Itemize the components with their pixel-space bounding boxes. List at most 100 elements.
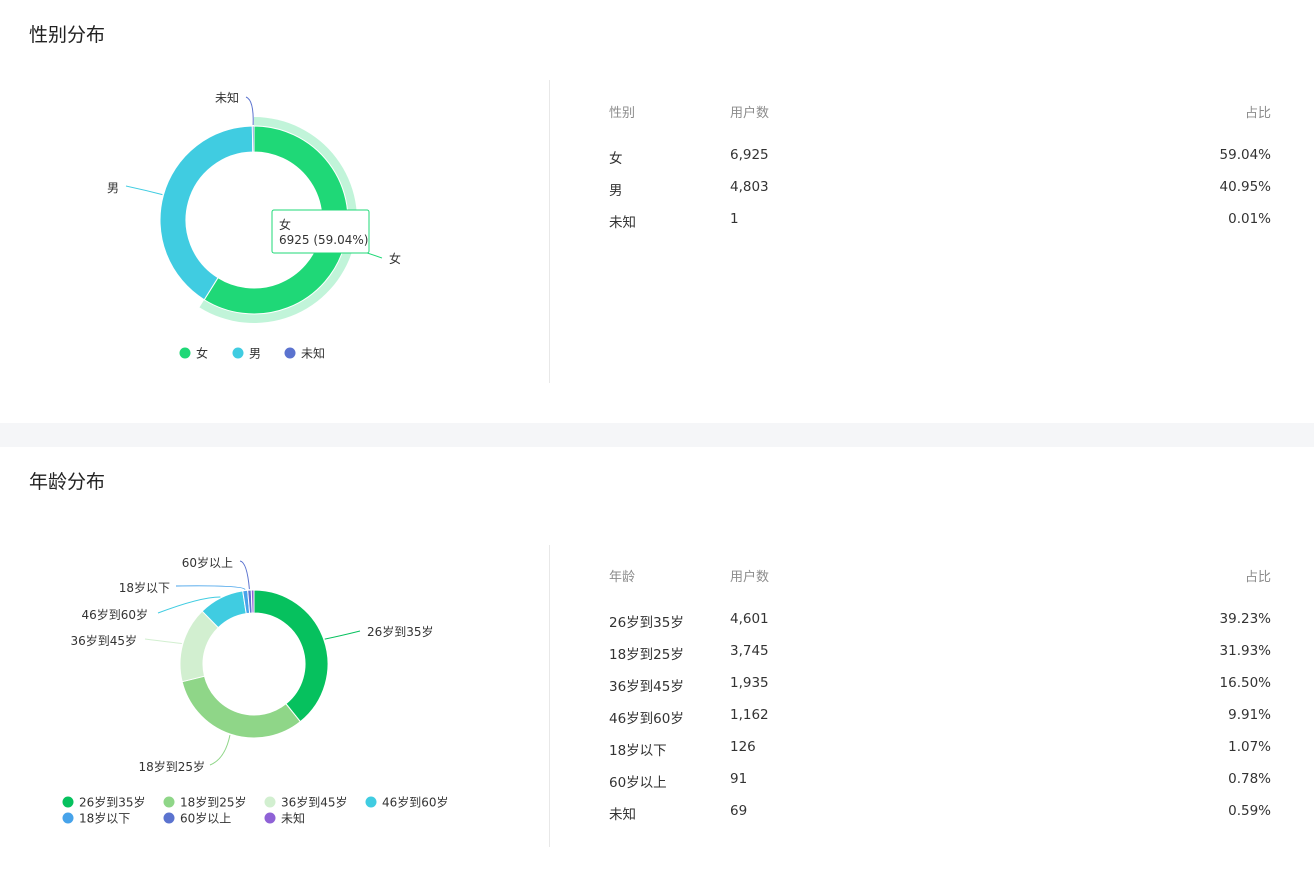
legend-swatch[interactable]	[284, 347, 296, 359]
leader-line	[157, 596, 221, 614]
age-donut-chart: 26岁到35岁18岁到25岁36岁到45岁46岁到60岁18岁以下60岁以上26…	[62, 555, 449, 826]
row-count: 6,925	[730, 147, 769, 163]
legend-swatch[interactable]	[264, 812, 276, 824]
header-ratio: 占比	[1244, 106, 1271, 121]
row-count: 91	[730, 771, 748, 787]
leader-line	[175, 585, 246, 590]
legend-label[interactable]: 26岁到35岁	[79, 795, 146, 810]
gender-divider	[549, 80, 550, 383]
slice-label: 女	[389, 251, 401, 266]
legend-swatch[interactable]	[365, 796, 377, 808]
row-pct: 40.95%	[1219, 179, 1271, 195]
donut-slices	[159, 117, 358, 323]
legend-label[interactable]: 18岁以下	[79, 811, 130, 826]
row-pct: 39.23%	[1219, 611, 1271, 627]
age-divider	[549, 545, 550, 847]
legend-swatch[interactable]	[179, 347, 191, 359]
chart-legend: 女 男 未知	[179, 346, 325, 361]
row-count: 1,935	[730, 675, 769, 691]
slice-label: 36岁到45岁	[70, 633, 137, 648]
row-count: 126	[730, 739, 756, 755]
legend-swatch[interactable]	[232, 347, 244, 359]
row-label: 18岁以下	[609, 743, 667, 759]
row-count: 3,745	[730, 643, 769, 659]
row-pct: 0.01%	[1228, 211, 1271, 227]
legend-label[interactable]: 女	[196, 346, 208, 361]
header-users: 用户数	[730, 106, 770, 121]
leader-line	[239, 560, 250, 590]
gender-table: 性别 用户数 占比 女 6,925 59.04% 男 4,803 40.95% …	[609, 102, 1271, 232]
leader-line	[324, 630, 361, 640]
legend-swatch[interactable]	[163, 812, 175, 824]
age-table: 年龄 用户数 占比 26岁到35岁 4,601 39.23% 18岁到25岁 3…	[609, 566, 1271, 826]
donut-slice[interactable]	[253, 589, 329, 723]
donut-slice[interactable]	[159, 125, 254, 301]
tooltip-title: 女	[279, 217, 291, 232]
header-ratio: 占比	[1244, 570, 1271, 585]
legend-label[interactable]: 男	[249, 347, 261, 361]
donut-slice[interactable]	[203, 125, 349, 315]
slice-label: 60岁以上	[182, 555, 233, 570]
row-label: 60岁以上	[609, 775, 667, 791]
table-row: 男 4,803 40.95%	[609, 179, 1271, 199]
row-count: 69	[730, 803, 748, 819]
legend-label[interactable]: 18岁到25岁	[180, 795, 247, 810]
row-pct: 16.50%	[1219, 675, 1271, 691]
table-row: 18岁以下 126 1.07%	[609, 739, 1271, 759]
row-count: 4,803	[730, 179, 769, 195]
donut-slice[interactable]	[181, 675, 302, 739]
legend-swatch[interactable]	[163, 796, 175, 808]
slice-label: 18岁到25岁	[138, 759, 205, 774]
header-gender: 性别	[609, 106, 636, 121]
table-row: 18岁到25岁 3,745 31.93%	[609, 643, 1271, 663]
slice-label: 男	[107, 181, 119, 195]
slice-label: 26岁到35岁	[367, 624, 434, 639]
section-separator	[0, 423, 1314, 447]
table-header: 性别 用户数 占比	[609, 102, 1271, 122]
table-row: 36岁到45岁 1,935 16.50%	[609, 675, 1271, 695]
donut-slice[interactable]	[251, 125, 255, 153]
row-label: 未知	[609, 807, 636, 823]
row-count: 1,162	[730, 707, 769, 723]
row-pct: 31.93%	[1219, 643, 1271, 659]
header-age: 年龄	[609, 570, 636, 585]
row-label: 男	[609, 183, 623, 199]
table-row: 46岁到60岁 1,162 9.91%	[609, 707, 1271, 727]
gender-section: 性别分布 女男未知女男未知女 6925 (59.04%)	[0, 0, 1314, 423]
row-pct: 9.91%	[1228, 707, 1271, 723]
leader-line	[245, 96, 254, 126]
table-row: 未知 1 0.01%	[609, 211, 1271, 231]
legend-label[interactable]: 60岁以上	[180, 811, 231, 826]
row-label: 18岁到25岁	[609, 647, 684, 663]
table-header: 年龄 用户数 占比	[609, 566, 1271, 586]
legend-swatch[interactable]	[62, 812, 74, 824]
legend-label[interactable]: 未知	[281, 812, 305, 826]
row-label: 26岁到35岁	[609, 615, 684, 631]
legend-label[interactable]: 未知	[301, 347, 325, 361]
row-pct: 0.78%	[1228, 771, 1271, 787]
chart-legend: 26岁到35岁 18岁到25岁 36岁到45岁 46岁到60岁 18岁以下 60岁以上 未知	[62, 795, 449, 826]
header-users: 用户数	[730, 570, 770, 585]
slice-label: 18岁以下	[119, 580, 170, 595]
row-pct: 0.59%	[1228, 803, 1271, 819]
tooltip-box	[271, 209, 370, 254]
legend-swatch[interactable]	[264, 796, 276, 808]
tooltip-value: 6925 (59.04%)	[279, 233, 368, 247]
row-count: 1	[730, 211, 739, 227]
leader-line	[125, 185, 163, 196]
age-section: 年龄分布 26岁到35岁 18岁到25岁 36岁到45岁 46岁到60岁 18岁以下 60…	[0, 447, 1314, 874]
slice-label: 未知	[215, 91, 239, 105]
legend-label[interactable]: 36岁到45岁	[281, 795, 348, 810]
slice-labels: 26岁到35岁 18岁到25岁 36岁到45岁 46岁到60岁 18岁以下 60岁以上	[70, 555, 433, 774]
donut-slices	[179, 589, 329, 739]
row-label: 36岁到45岁	[609, 679, 684, 695]
gender-section-title: 性别分布	[29, 24, 106, 46]
donut-slice[interactable]	[250, 589, 255, 614]
slice-label: 46岁到60岁	[81, 607, 148, 622]
table-row: 女 6,925 59.04%	[609, 147, 1271, 167]
row-label: 未知	[609, 215, 636, 231]
row-count: 4,601	[730, 611, 769, 627]
legend-label[interactable]: 46岁到60岁	[382, 795, 449, 810]
legend-swatch[interactable]	[62, 796, 74, 808]
